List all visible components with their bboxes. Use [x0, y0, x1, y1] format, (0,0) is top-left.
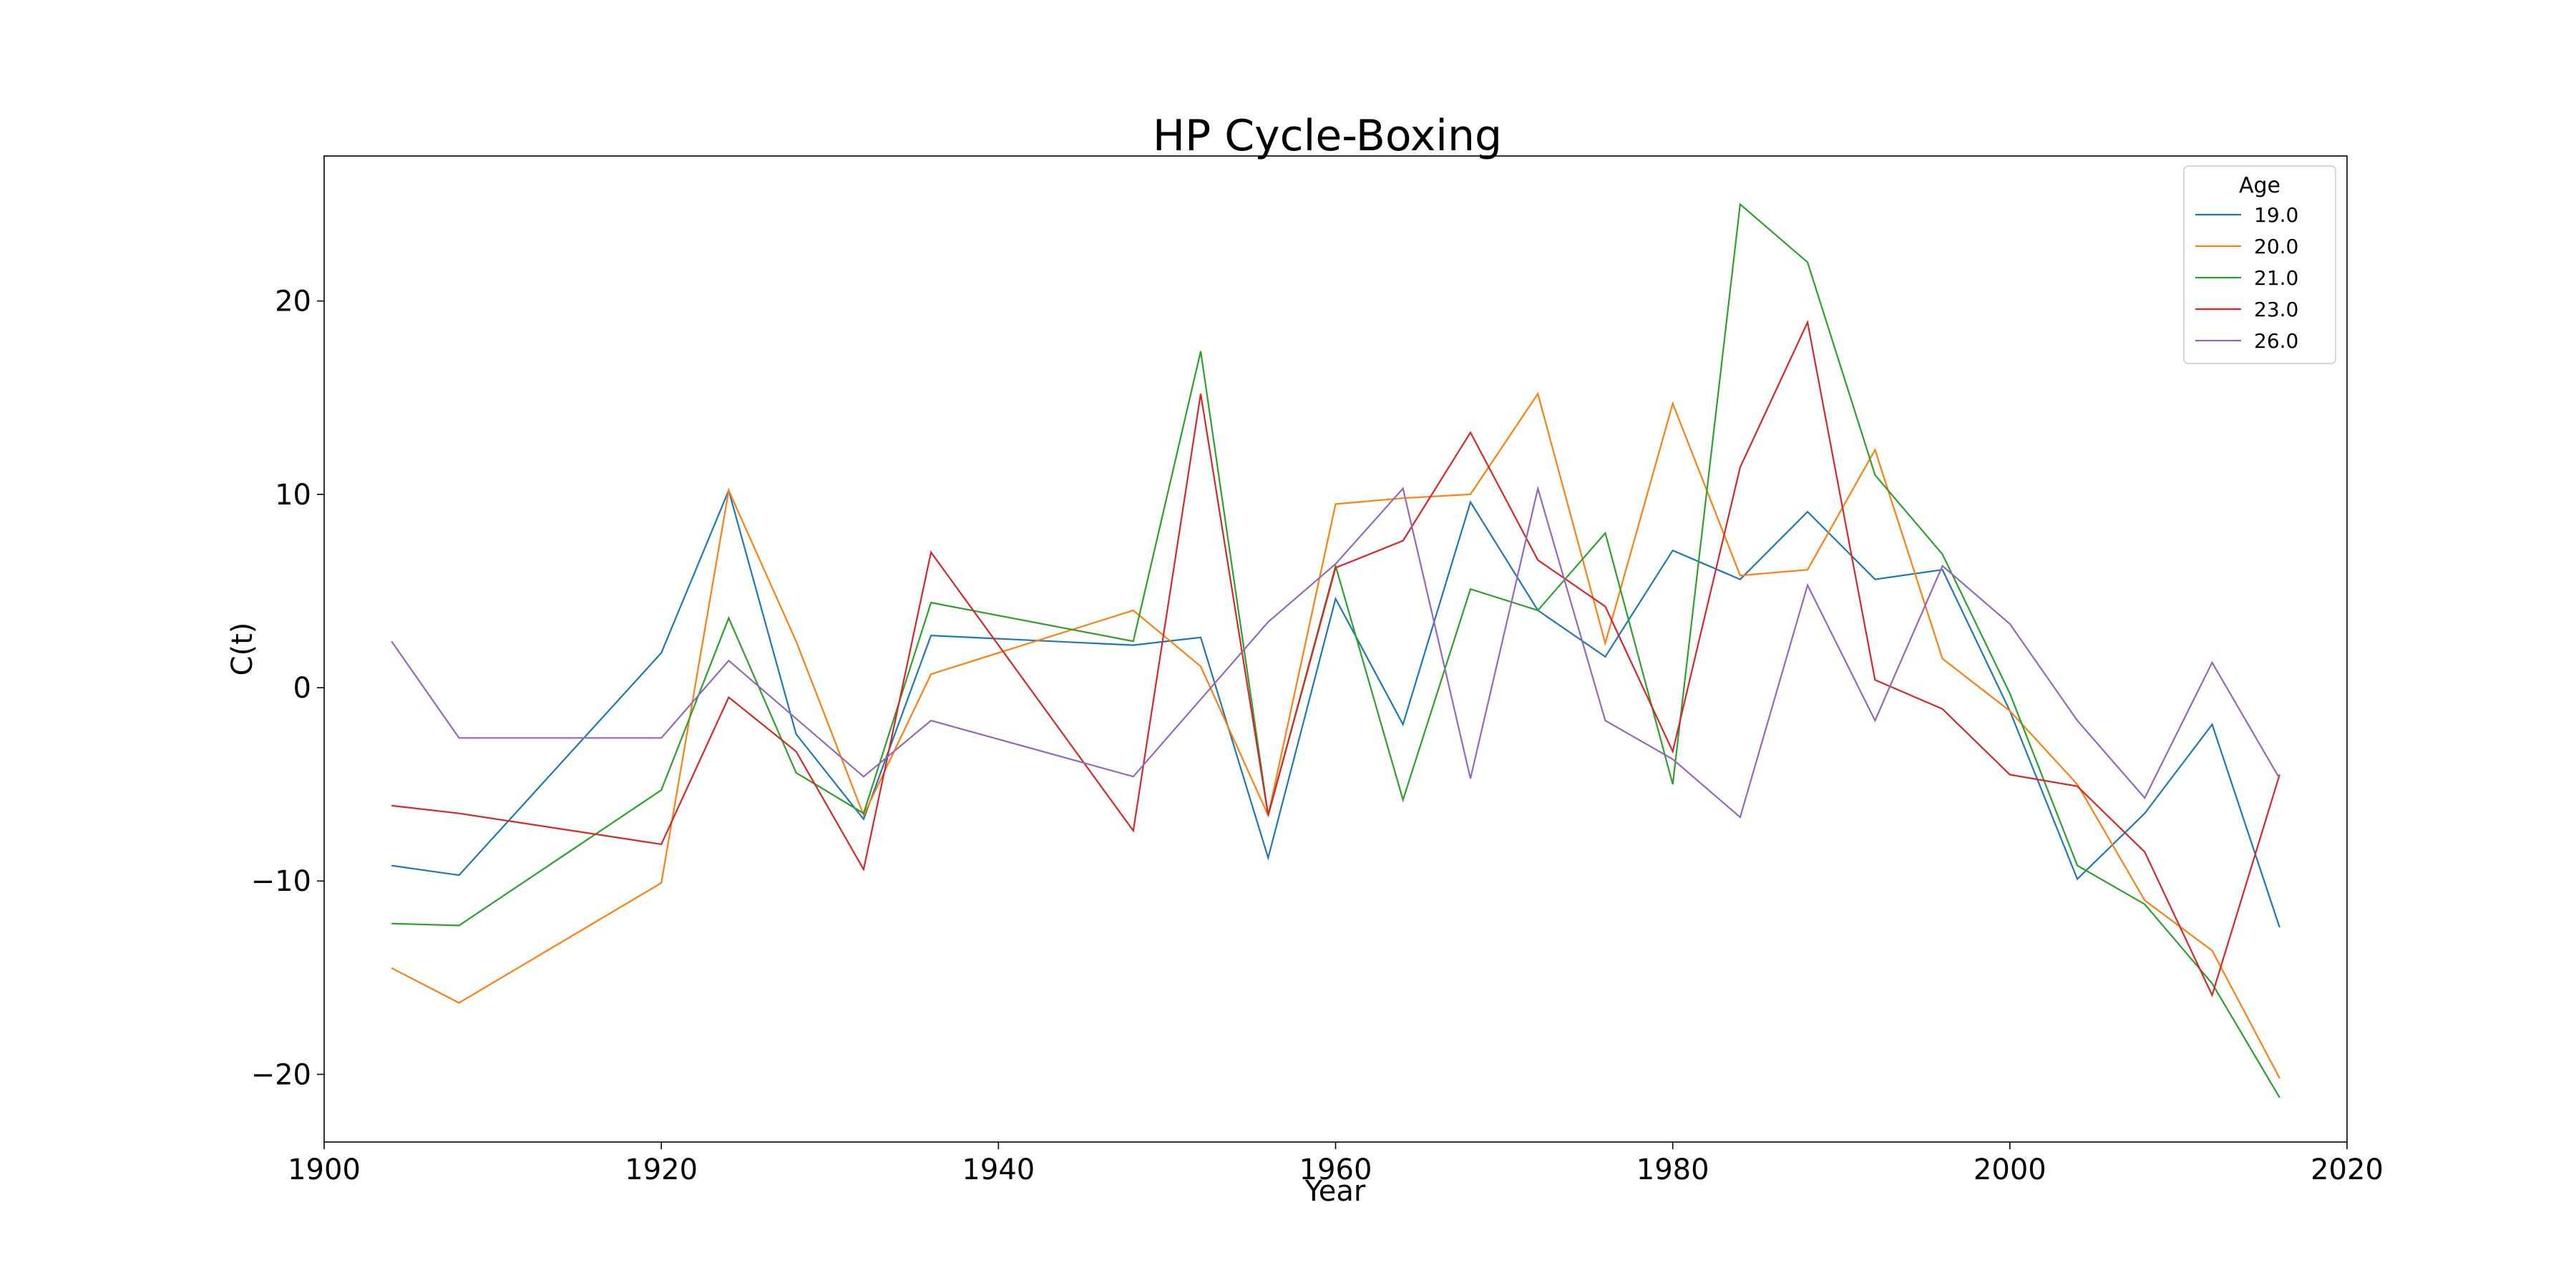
x-tick-label: 1980 [1636, 1153, 1709, 1186]
x-tick-label: 1920 [625, 1153, 698, 1186]
legend-label-20-0: 20.0 [2254, 235, 2298, 258]
series-line-19-0[interactable] [391, 488, 2280, 928]
y-axis-label: C(t) [226, 623, 259, 676]
series-line-21-0[interactable] [391, 203, 2280, 1098]
legend-title: Age [2239, 173, 2280, 198]
y-tick-label: 20 [275, 286, 311, 318]
series-layer [391, 203, 2280, 1098]
x-axis-label: Year [1304, 1175, 1366, 1208]
x-tick-label: 1900 [288, 1153, 361, 1186]
series-line-23-0[interactable] [391, 319, 2280, 997]
legend-label-26-0: 26.0 [2254, 329, 2298, 353]
chart-title: HP Cycle-Boxing [1153, 111, 1502, 161]
legend[interactable]: Age 19.0 20.0 21.0 23.0 26.0 [2183, 165, 2336, 364]
x-tick-label: 1960 [1299, 1153, 1372, 1186]
y-tick-label: −20 [251, 1058, 311, 1091]
y-axis: −20 −10 0 10 20 [251, 286, 324, 1091]
legend-label-19-0: 19.0 [2254, 203, 2298, 227]
y-tick-label: 0 [293, 672, 311, 705]
legend-label-21-0: 21.0 [2254, 266, 2298, 290]
legend-label-23-0: 23.0 [2254, 298, 2298, 321]
x-tick-label: 2020 [2311, 1153, 2384, 1186]
x-tick-label: 2000 [1974, 1153, 2046, 1186]
y-tick-label: −10 [251, 865, 311, 898]
legend-items: 19.0 20.0 21.0 23.0 26.0 [2195, 203, 2298, 353]
series-line-20-0[interactable] [391, 391, 2280, 1079]
x-tick-label: 1940 [962, 1153, 1035, 1186]
series-line-26-0[interactable] [391, 485, 2280, 819]
x-axis: 1900 1920 1940 1960 1980 2000 2020 [288, 1142, 2384, 1186]
plot-frame [323, 155, 2348, 1143]
y-tick-label: 10 [275, 479, 311, 512]
